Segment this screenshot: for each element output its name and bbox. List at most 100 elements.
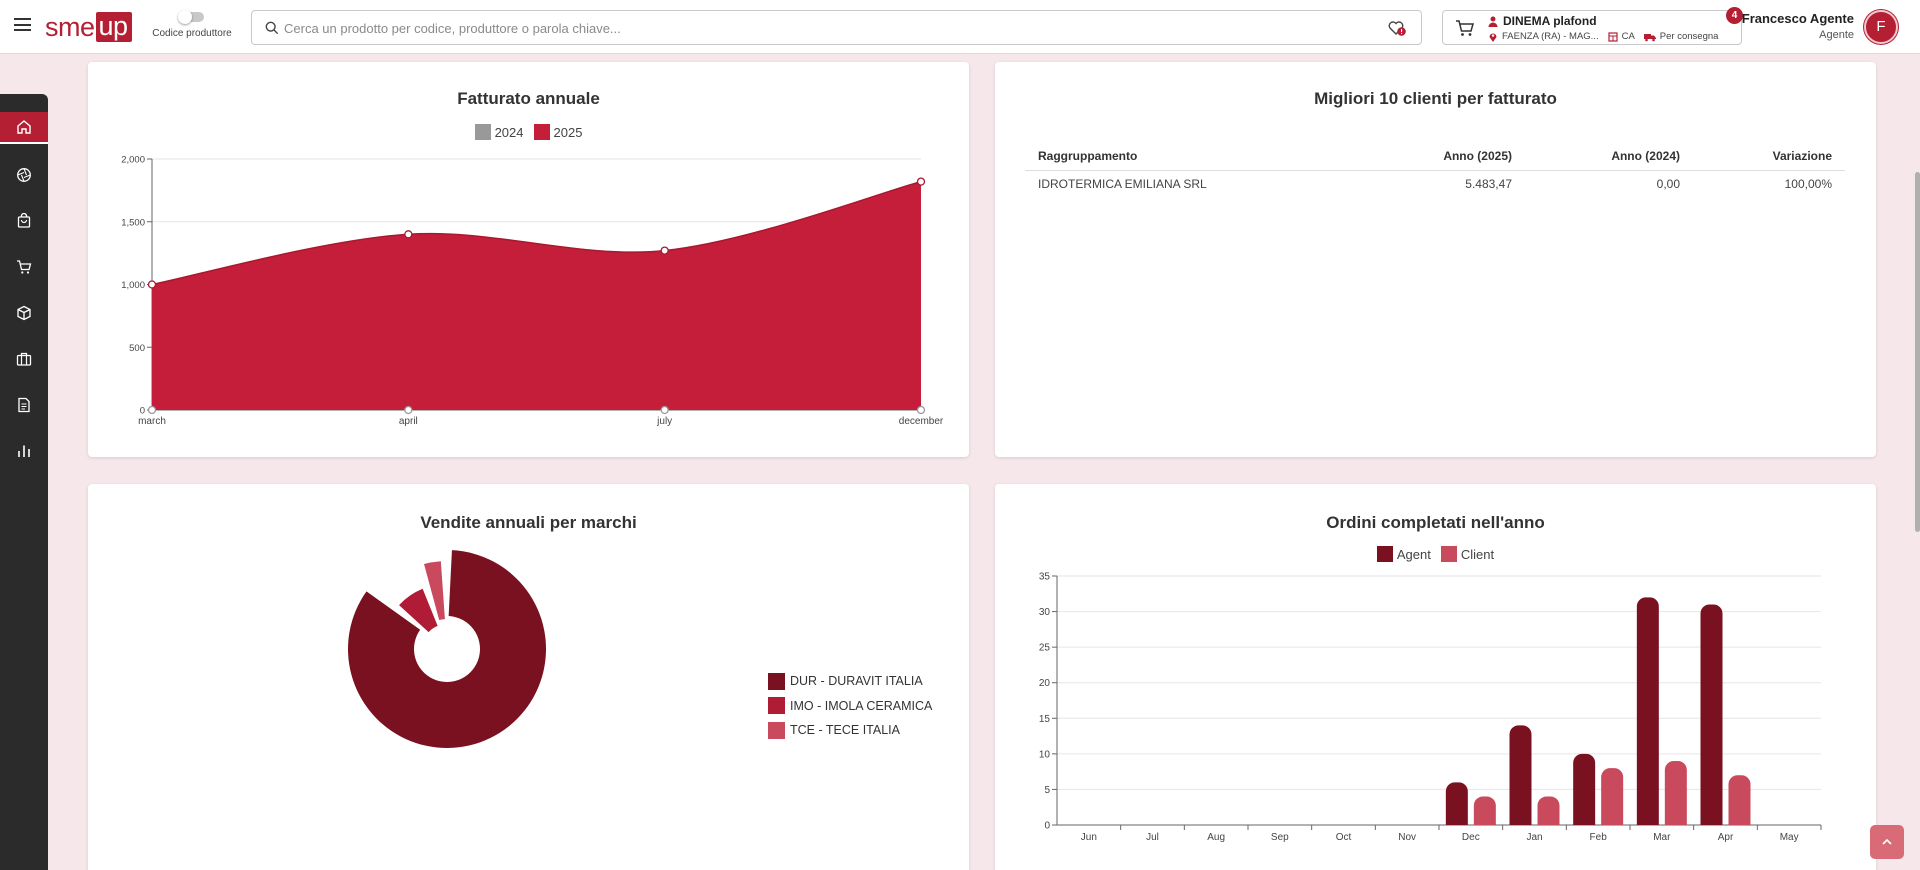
legend-item-2025[interactable]: 2025 bbox=[533, 124, 583, 140]
producer-code-toggle[interactable] bbox=[178, 10, 204, 24]
sidebar-item-business[interactable] bbox=[0, 343, 48, 375]
sidebar-item-orders[interactable] bbox=[0, 205, 48, 237]
legend-item-dur[interactable]: DUR - DURAVIT ITALIA bbox=[768, 669, 932, 694]
producer-code-toggle-wrap: Codice produttore bbox=[150, 10, 234, 39]
cart-selector[interactable]: DINEMA plafond FAENZA (RA) - MAG... CA P… bbox=[1442, 10, 1742, 45]
brands-title: Vendite annuali per marchi bbox=[420, 513, 637, 532]
scroll-top-button[interactable] bbox=[1870, 825, 1904, 859]
bar-client-feb[interactable] bbox=[1601, 768, 1624, 825]
data-point-2025[interactable] bbox=[916, 177, 926, 186]
bar-client-dec[interactable] bbox=[1473, 796, 1496, 825]
bar-agent-apr[interactable] bbox=[1700, 604, 1723, 825]
user-name: Francesco Agente bbox=[1741, 11, 1854, 26]
data-point-2024[interactable] bbox=[404, 405, 413, 415]
column-header[interactable]: Anno (2025) bbox=[1360, 142, 1525, 171]
customer-name: DINEMA plafond bbox=[1503, 14, 1597, 28]
bar-agent-feb[interactable] bbox=[1573, 753, 1596, 825]
brands-legend: DUR - DURAVIT ITALIA IMO - IMOLA CERAMIC… bbox=[768, 669, 932, 743]
orders-title: Ordini completati nell'anno bbox=[1326, 513, 1545, 532]
brands-card: Vendite annuali per marchi DUR - DURAVIT… bbox=[88, 484, 969, 870]
delivery-text: Per consegna bbox=[1659, 31, 1719, 42]
cart-icon bbox=[17, 260, 32, 274]
favorites-alert-icon[interactable] bbox=[1387, 19, 1407, 37]
sidebar-item-products[interactable] bbox=[0, 297, 48, 329]
revenue-area-chart: 0 500 1,000 1,500 2,000 march april july decembe… bbox=[121, 155, 944, 428]
document-icon bbox=[18, 397, 30, 413]
payment-text: CA bbox=[1621, 31, 1635, 42]
data-point-2024[interactable] bbox=[147, 405, 157, 415]
home-icon bbox=[17, 120, 31, 134]
bar-client-apr[interactable] bbox=[1728, 775, 1751, 825]
sidebar-item-documents[interactable] bbox=[0, 389, 48, 421]
bar-client-mar[interactable] bbox=[1664, 760, 1687, 825]
bar-agent-jan[interactable] bbox=[1509, 725, 1532, 825]
x-tick-label: Oct bbox=[1336, 832, 1352, 843]
bar-agent-mar[interactable] bbox=[1636, 597, 1659, 825]
y-tick-label: 1,500 bbox=[121, 217, 145, 228]
data-point-2024[interactable] bbox=[916, 405, 926, 415]
column-header[interactable]: Raggruppamento bbox=[1025, 142, 1360, 171]
data-point-2024[interactable] bbox=[660, 405, 669, 415]
y-tick-label: 0 bbox=[1044, 821, 1050, 832]
table-cell: 100,00% bbox=[1784, 177, 1832, 191]
pie-slice-dur[interactable] bbox=[348, 550, 546, 748]
x-tick-label: december bbox=[899, 416, 944, 427]
y-tick-label: 0 bbox=[140, 406, 145, 417]
y-tick-label: 5 bbox=[1044, 785, 1050, 796]
column-header[interactable]: Anno (2024) bbox=[1525, 142, 1693, 171]
search-input[interactable] bbox=[284, 17, 1284, 39]
sidebar-item-catalog[interactable] bbox=[0, 159, 48, 191]
orders-bar-chart: 0 5 10 15 20 25 30 35 Jun Jul Aug Sep Oct Nov Dec Jan Fe… bbox=[1039, 572, 1822, 843]
y-tick-label: 25 bbox=[1039, 643, 1051, 654]
menu-icon[interactable] bbox=[14, 18, 31, 31]
legend-item-agent[interactable]: Agent bbox=[1376, 546, 1431, 562]
legend-item-imo[interactable]: IMO - IMOLA CERAMICA bbox=[768, 694, 932, 719]
briefcase-icon bbox=[16, 352, 32, 366]
revenue-title: Fatturato annuale bbox=[457, 89, 600, 108]
chart-icon bbox=[18, 445, 30, 457]
logo[interactable]: sme up bbox=[45, 12, 132, 42]
series-line-2025 bbox=[151, 180, 922, 286]
pie-slice-tce[interactable] bbox=[424, 561, 445, 621]
avatar[interactable]: F bbox=[1864, 10, 1898, 44]
legend-item-tce[interactable]: TCE - TECE ITALIA bbox=[768, 718, 932, 743]
logo-text: sme bbox=[45, 11, 95, 42]
data-point-2025[interactable] bbox=[404, 230, 413, 239]
legend-item-2024[interactable]: 2024 bbox=[474, 124, 524, 140]
data-point-2025[interactable] bbox=[660, 246, 669, 255]
user-role: Agente bbox=[1819, 29, 1854, 41]
x-tick-label: Aug bbox=[1207, 832, 1225, 843]
table-row[interactable]: IDROTERMICA EMILIANA SRL 5.483,47 0,00 1… bbox=[1025, 171, 1845, 198]
sidebar-item-cart[interactable] bbox=[0, 251, 48, 283]
legend-label-2025: 2025 bbox=[553, 124, 583, 140]
top-clients-table: Raggruppamento Anno (2025) Anno (2024) V… bbox=[1025, 142, 1845, 197]
y-tick-label: 30 bbox=[1039, 607, 1051, 618]
top-clients-card: Migliori 10 clienti per fatturato Raggru… bbox=[995, 62, 1876, 457]
legend-label-client: Client bbox=[1460, 546, 1495, 562]
y-tick-label: 10 bbox=[1039, 749, 1051, 760]
legend-item-client[interactable]: Client bbox=[1440, 546, 1495, 562]
truck-icon bbox=[1643, 33, 1656, 41]
revenue-legend: 2024 2025 bbox=[88, 124, 969, 140]
column-header[interactable]: Variazione bbox=[1693, 142, 1845, 171]
legend-label-imo: IMO - IMOLA CERAMICA bbox=[790, 698, 933, 713]
payment-icon bbox=[1607, 31, 1618, 42]
user-info[interactable]: Francesco Agente Agente bbox=[1742, 11, 1854, 41]
top-clients-title: Migliori 10 clienti per fatturato bbox=[1314, 89, 1557, 108]
data-point-2025[interactable] bbox=[147, 280, 157, 289]
x-tick-label: Jul bbox=[1146, 832, 1159, 843]
pie-slice-imo[interactable] bbox=[399, 588, 438, 633]
y-tick-label: 2,000 bbox=[121, 155, 145, 166]
person-icon bbox=[1488, 16, 1498, 27]
page-scrollbar[interactable] bbox=[1915, 172, 1920, 532]
legend-label-tce: TCE - TECE ITALIA bbox=[790, 723, 900, 738]
search-box bbox=[251, 10, 1422, 45]
legend-label-agent: Agent bbox=[1396, 546, 1431, 562]
bar-client-jan[interactable] bbox=[1537, 796, 1560, 825]
bar-agent-dec[interactable] bbox=[1445, 782, 1468, 825]
brands-donut-chart bbox=[348, 550, 546, 748]
revenue-card: Fatturato annuale 2024 2025 0 500 1,000 1,5… bbox=[88, 62, 969, 457]
sidebar-item-reports[interactable] bbox=[0, 435, 48, 467]
sidebar-item-home[interactable] bbox=[0, 112, 48, 144]
